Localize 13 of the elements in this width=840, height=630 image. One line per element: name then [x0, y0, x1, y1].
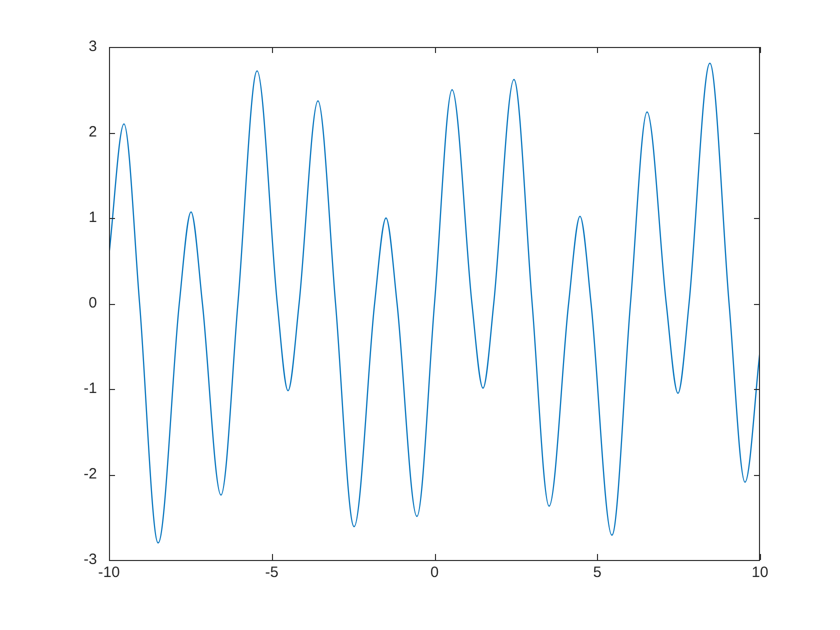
x-tick-label: 5 — [593, 564, 602, 582]
y-tick-label: 2 — [88, 124, 97, 141]
x-tick-label: -10 — [98, 564, 120, 582]
x-tick-label: -5 — [265, 564, 278, 582]
y-tick-label: 1 — [88, 209, 97, 226]
x-tick-label: 0 — [430, 564, 439, 582]
y-tick-label: -3 — [84, 551, 97, 568]
y-tick-label: 3 — [88, 38, 97, 56]
y-tick-label: -2 — [84, 466, 97, 483]
x-tick-label: 10 — [752, 564, 768, 582]
y-tick-label: -1 — [84, 380, 97, 398]
y-tick-label: 0 — [88, 294, 97, 312]
line-series — [109, 62, 760, 544]
